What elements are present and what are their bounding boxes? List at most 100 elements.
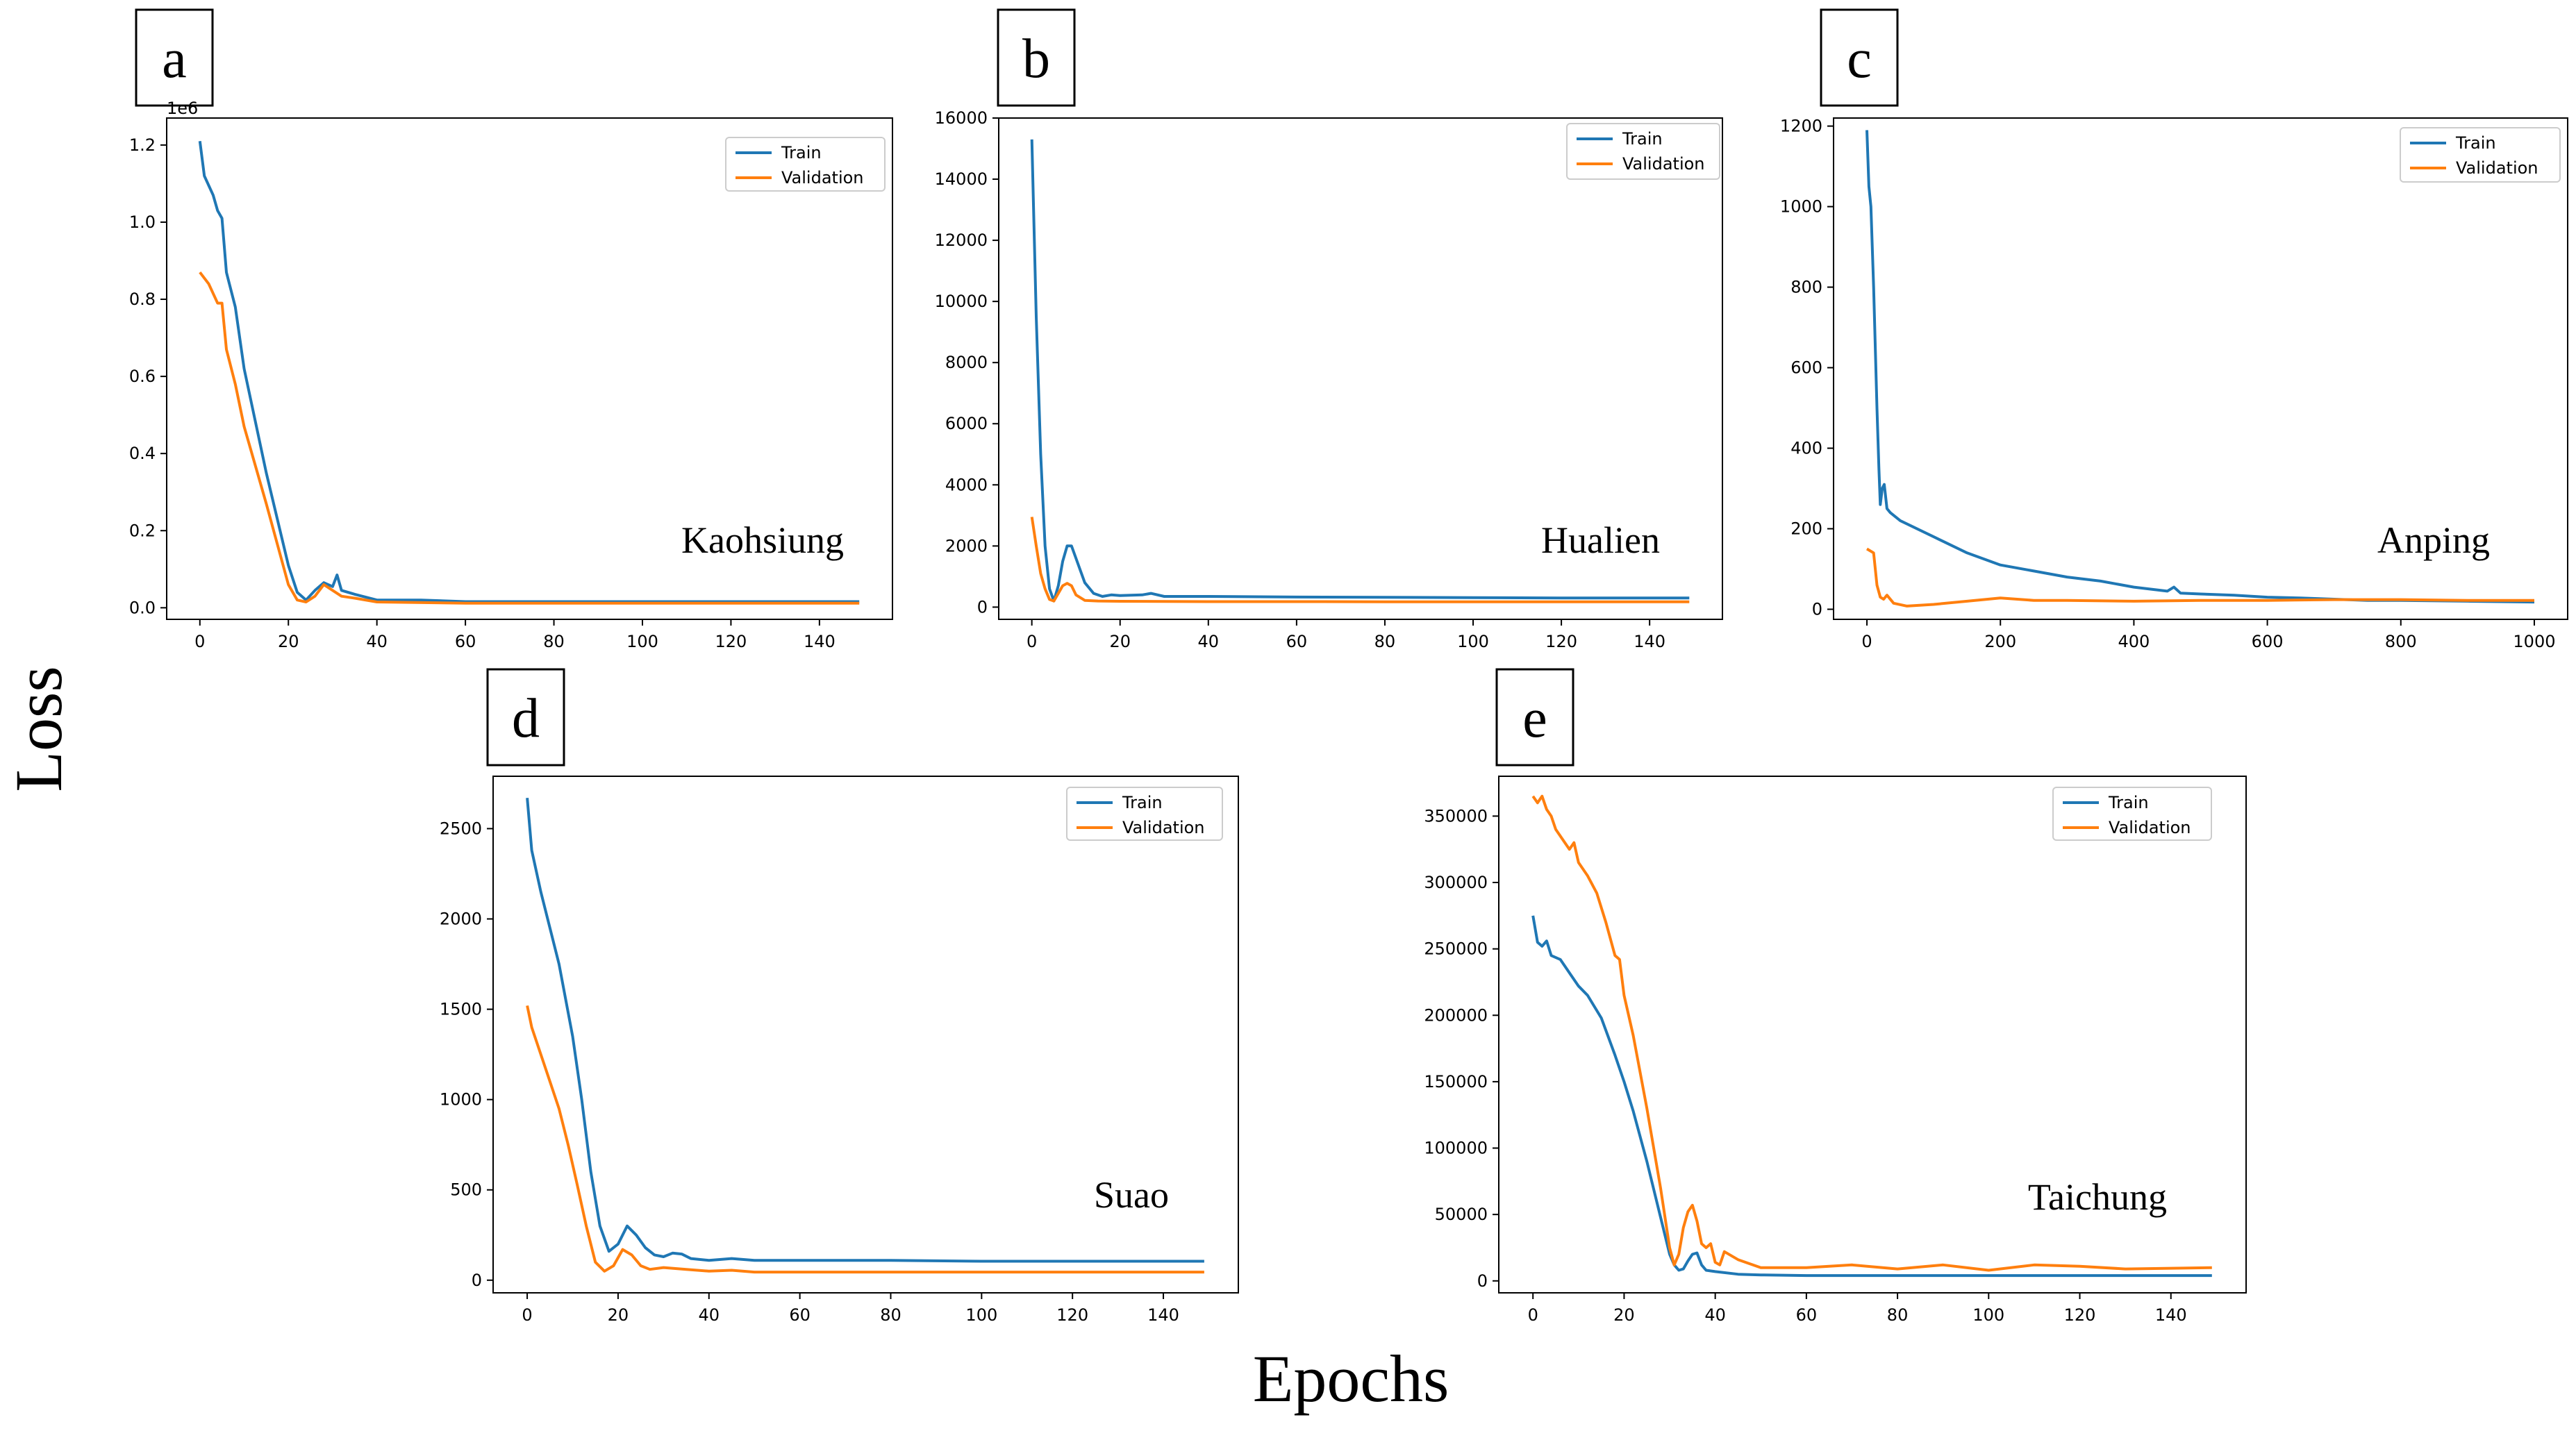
axes-frame bbox=[1833, 117, 2568, 620]
legend: Train Validation bbox=[1566, 123, 1720, 180]
panels: a 0.0 0.2 0.4 0.6 0.8 1.0 1.2 0 20 40 60 80 100 120 140… bbox=[129, 8, 2568, 1325]
y-axis-multiplier: 1e6 bbox=[167, 99, 198, 118]
x-tick-label: 0 bbox=[1528, 1305, 1538, 1325]
series-line-train bbox=[526, 798, 1204, 1263]
y-tick-label: 600 bbox=[1790, 358, 1822, 378]
y-tick-label: 300000 bbox=[1424, 873, 1488, 892]
y-tick-label: 12000 bbox=[935, 231, 988, 250]
y-tick-label: 400 bbox=[1790, 439, 1822, 458]
legend-label-train: Train bbox=[1122, 793, 1163, 812]
panel-letter: c bbox=[1847, 28, 1872, 90]
x-tick-label: 120 bbox=[1056, 1305, 1088, 1325]
panel-letter-box bbox=[1820, 8, 1899, 107]
x-tick-label: 60 bbox=[455, 632, 476, 651]
y-tick-label: 8000 bbox=[945, 353, 988, 372]
station-name: Suao bbox=[1094, 1174, 1169, 1216]
station-name: Hualien bbox=[1541, 519, 1660, 561]
x-tick-label: 600 bbox=[2252, 632, 2284, 651]
x-tick-label: 140 bbox=[1147, 1305, 1179, 1325]
y-tick-label: 500 bbox=[450, 1180, 482, 1200]
y-tick-label: 1500 bbox=[440, 1000, 482, 1019]
panel-letter-box bbox=[135, 8, 214, 107]
x-tick-label: 40 bbox=[1198, 632, 1220, 651]
y-tick-label: 1000 bbox=[440, 1090, 482, 1110]
y-tick-label: 200 bbox=[1790, 519, 1822, 539]
y-tick-label: 0.6 bbox=[129, 367, 156, 386]
y-tick-label: 800 bbox=[1790, 278, 1822, 297]
x-tick-label: 80 bbox=[1887, 1305, 1909, 1325]
x-tick-label: 200 bbox=[1984, 632, 2016, 651]
y-tick-label: 0 bbox=[1812, 600, 1822, 619]
station-name: Anping bbox=[2377, 519, 2490, 561]
station-name: Kaohsiung bbox=[681, 519, 844, 561]
x-tick-label: 120 bbox=[1545, 632, 1577, 651]
y-tick-label: 350000 bbox=[1424, 806, 1488, 826]
series-line-train bbox=[1865, 130, 2535, 604]
x-tick-label: 140 bbox=[2155, 1305, 2187, 1325]
y-axis-label: Loss bbox=[1, 666, 76, 792]
x-tick-label: 20 bbox=[1109, 632, 1131, 651]
y-tick-label: 0.0 bbox=[129, 598, 156, 617]
x-tick-label: 100 bbox=[626, 632, 658, 651]
x-tick-label: 800 bbox=[2385, 632, 2417, 651]
panel-letter-box bbox=[1495, 668, 1574, 767]
x-tick-label: 0 bbox=[522, 1305, 532, 1325]
y-tick-label: 1.2 bbox=[129, 135, 156, 155]
y-tick-label: 0 bbox=[472, 1271, 482, 1290]
panel-letter: b bbox=[1022, 28, 1050, 90]
x-tick-label: 20 bbox=[278, 632, 299, 651]
legend-label-train: Train bbox=[1622, 129, 1663, 149]
legend: Train Validation bbox=[725, 137, 886, 192]
y-tick-label: 14000 bbox=[935, 169, 988, 189]
x-axis-label: Epochs bbox=[1253, 1341, 1449, 1416]
panel-letter-box bbox=[997, 8, 1076, 107]
legend-label-validation: Validation bbox=[781, 168, 864, 187]
panel-a: a 0.0 0.2 0.4 0.6 0.8 1.0 1.2 0 20 40 60 80 100 120 140… bbox=[129, 8, 893, 651]
station-name: Taichung bbox=[2028, 1176, 2167, 1218]
series-line-validation bbox=[1030, 517, 1690, 603]
x-tick-label: 80 bbox=[1374, 632, 1396, 651]
x-tick-label: 140 bbox=[804, 632, 836, 651]
legend: Train Validation bbox=[2052, 787, 2212, 841]
series-line-validation bbox=[199, 271, 860, 605]
y-tick-label: 0 bbox=[1477, 1271, 1488, 1291]
series-line-train bbox=[1531, 915, 2212, 1278]
series-line-train bbox=[1030, 139, 1690, 603]
panel-letter-box bbox=[486, 668, 565, 767]
x-tick-label: 60 bbox=[1286, 632, 1308, 651]
y-tick-label: 0.8 bbox=[129, 290, 156, 309]
legend: Train Validation bbox=[1066, 787, 1223, 841]
y-tick-label: 2500 bbox=[440, 819, 482, 838]
axes-frame bbox=[166, 117, 893, 620]
panel-letter: e bbox=[1522, 688, 1547, 749]
series-line-validation bbox=[1531, 794, 2212, 1272]
series-line-train bbox=[198, 141, 860, 603]
x-tick-label: 100 bbox=[1972, 1305, 2004, 1325]
y-tick-label: 200000 bbox=[1424, 1005, 1488, 1025]
x-tick-label: 120 bbox=[715, 632, 747, 651]
x-tick-label: 40 bbox=[366, 632, 388, 651]
y-tick-label: 2000 bbox=[945, 536, 988, 555]
axes-frame bbox=[998, 117, 1723, 620]
x-tick-label: 40 bbox=[699, 1305, 720, 1325]
x-tick-label: 0 bbox=[194, 632, 205, 651]
x-tick-label: 140 bbox=[1634, 632, 1665, 651]
y-tick-label: 6000 bbox=[945, 414, 988, 433]
legend-label-train: Train bbox=[781, 143, 822, 162]
series-line-validation bbox=[1865, 547, 2534, 608]
panel-letter: a bbox=[162, 28, 187, 90]
legend-label-validation: Validation bbox=[1622, 154, 1705, 174]
y-tick-label: 0.2 bbox=[129, 521, 156, 540]
x-tick-label: 400 bbox=[2118, 632, 2150, 651]
x-tick-label: 80 bbox=[880, 1305, 901, 1325]
panel-b: b 0 2000 4000 6000 8000 10000 12000 14000 16000 0 2… bbox=[935, 8, 1723, 651]
x-tick-label: 1000 bbox=[2513, 632, 2555, 651]
y-tick-label: 50000 bbox=[1435, 1205, 1488, 1224]
panel-letter: d bbox=[512, 688, 540, 749]
y-tick-label: 1.0 bbox=[129, 212, 156, 232]
y-tick-label: 0.4 bbox=[129, 444, 156, 463]
axes-frame bbox=[1498, 776, 2247, 1294]
x-tick-label: 20 bbox=[608, 1305, 629, 1325]
y-tick-label: 250000 bbox=[1424, 939, 1488, 959]
